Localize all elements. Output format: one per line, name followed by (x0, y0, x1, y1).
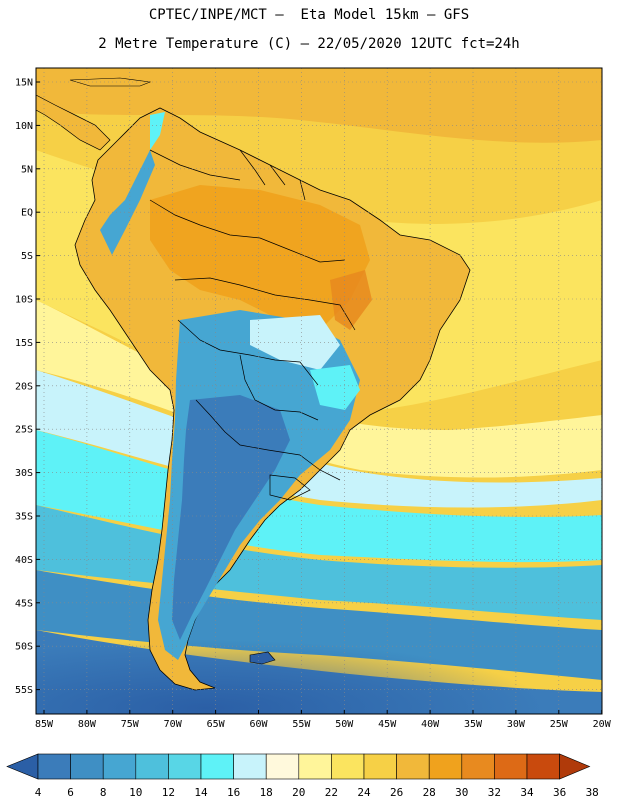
colorbar-label: 18 (260, 786, 273, 799)
colorbar-label: 26 (390, 786, 403, 799)
colorbar-arrow-high (559, 753, 591, 780)
colorbar-swatch (233, 753, 267, 780)
longitude-label: 40W (421, 719, 440, 730)
colorbar-label: 22 (325, 786, 338, 799)
colorbar-label: 14 (194, 786, 208, 799)
longitude-label: 75W (121, 719, 140, 730)
colorbar-swatch (168, 753, 202, 780)
latitude-label: 10S (15, 295, 33, 306)
longitude-label: 60W (249, 719, 268, 730)
colorbar: 4 6 8 10 12 14 16 18 20 22 24 26 28 30 32 34 36 38 (6, 753, 599, 799)
colorbar-swatch (298, 753, 332, 780)
colorbar-label: 30 (455, 786, 468, 799)
colorbar-label: 4 (35, 786, 42, 799)
latitude-label: 25S (15, 425, 33, 436)
longitude-label: 80W (78, 719, 97, 730)
colorbar-label: 36 (553, 786, 566, 799)
colorbar-label: 34 (520, 786, 534, 799)
latitude-label: 55S (15, 685, 33, 696)
colorbar-arrow-low (6, 753, 39, 780)
latitude-label: 5S (21, 251, 33, 262)
colorbar-swatch (494, 753, 528, 780)
longitude-label: 20W (593, 719, 612, 730)
colorbar-label: 38 (586, 786, 599, 799)
colorbar-swatch (331, 753, 365, 780)
longitude-label: 85W (35, 719, 54, 730)
colorbar-label: 12 (162, 786, 175, 799)
longitude-label: 65W (207, 719, 226, 730)
latitude-label: EQ (21, 208, 33, 219)
latitude-label: 20S (15, 381, 33, 392)
colorbar-swatch (363, 753, 397, 780)
longitude-label: 35W (464, 719, 483, 730)
latitude-label: 10N (15, 121, 33, 132)
latitude-label: 15N (15, 78, 33, 89)
longitude-label: 55W (292, 719, 311, 730)
colorbar-label: 6 (67, 786, 74, 799)
colorbar-swatch (396, 753, 430, 780)
colorbar-label: 10 (129, 786, 142, 799)
longitude-label: 70W (164, 719, 183, 730)
latitude-label: 45S (15, 598, 33, 609)
chart-title-line-2: 2 Metre Temperature (C) – 22/05/2020 12U… (98, 36, 520, 52)
longitude-label: 45W (378, 719, 397, 730)
colorbar-label: 16 (227, 786, 240, 799)
colorbar-swatch (461, 753, 495, 780)
colorbar-label: 28 (423, 786, 436, 799)
colorbar-label: 24 (357, 786, 371, 799)
colorbar-swatch (428, 753, 463, 780)
temperature-field (36, 68, 602, 714)
colorbar-swatch (526, 753, 560, 780)
colorbar-swatch (200, 753, 234, 780)
latitude-label: 35S (15, 512, 33, 523)
latitude-label: 15S (15, 338, 33, 349)
longitude-label: 30W (507, 719, 526, 730)
colorbar-swatch (37, 753, 71, 780)
colorbar-swatch (135, 753, 169, 780)
longitude-label: 25W (550, 719, 569, 730)
colorbar-label: 20 (292, 786, 305, 799)
country-borders (149, 149, 356, 501)
latitude-label: 5N (21, 164, 33, 175)
colorbar-swatch (70, 753, 104, 780)
colorbar-swatch (102, 753, 137, 780)
chart-title-line-1: CPTEC/INPE/MCT – Eta Model 15km – GFS (148, 7, 470, 23)
colorbar-label: 8 (100, 786, 107, 799)
colorbar-swatch (265, 753, 300, 780)
colorbar-label: 32 (488, 786, 501, 799)
latitude-labels: 15N 10N 5N EQ 5S 10S 15S 20S 25S 30S 35S 40S 45S 50S 5… (15, 78, 40, 696)
latitude-label: 30S (15, 468, 33, 479)
latitude-label: 50S (15, 642, 33, 653)
map-frame (35, 67, 603, 715)
longitude-label: 50W (335, 719, 354, 730)
latitude-label: 40S (15, 555, 33, 566)
longitude-labels: 85W 80W 75W 70W 65W 60W 55W 50W 45W 40W 35W 30W 25W 2… (35, 710, 612, 730)
